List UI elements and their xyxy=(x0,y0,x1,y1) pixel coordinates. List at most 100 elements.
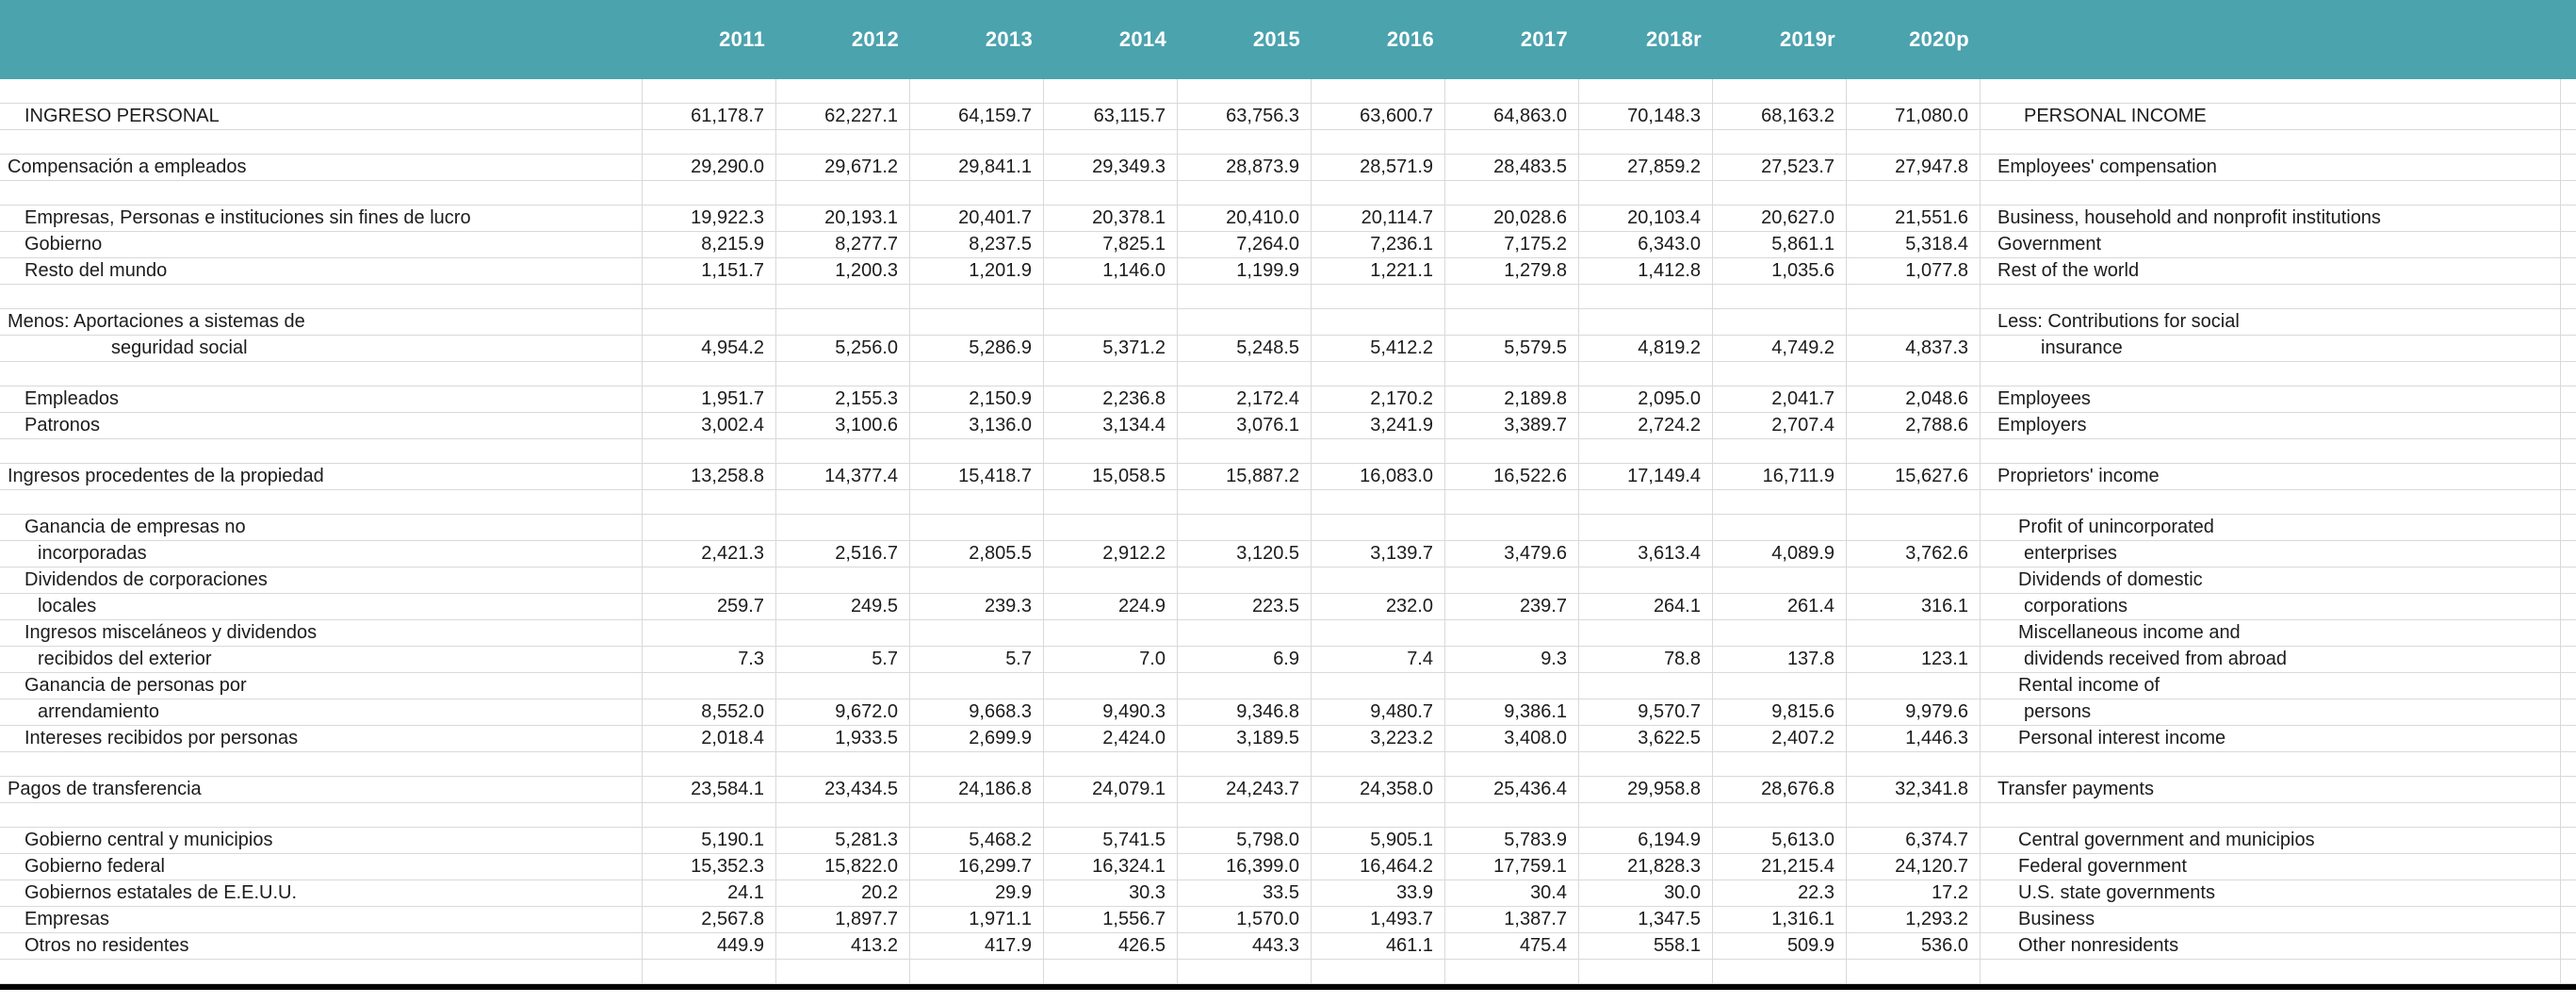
gutter-cell xyxy=(2561,594,2576,620)
value-cell xyxy=(776,515,910,541)
value-cell: 15,887.2 xyxy=(1178,464,1312,490)
value-cell xyxy=(910,181,1044,206)
value-cell xyxy=(1044,130,1178,155)
value-cell xyxy=(1445,567,1579,594)
value-cell xyxy=(1847,130,1981,155)
row-label-es xyxy=(0,803,643,828)
table-row: Dividendos de corporaciones Dividends of … xyxy=(0,567,2576,594)
value-cell xyxy=(1044,803,1178,828)
gutter-cell xyxy=(2561,439,2576,464)
value-cell: 14,377.4 xyxy=(776,464,910,490)
value-cell: 3,408.0 xyxy=(1445,726,1579,752)
value-cell: 5.7 xyxy=(776,647,910,673)
value-cell: 30.4 xyxy=(1445,880,1579,907)
value-cell: 24,120.7 xyxy=(1847,854,1981,880)
value-cell: 24,186.8 xyxy=(910,777,1044,803)
row-label-es xyxy=(0,439,643,464)
row-label-es: Otros no residentes xyxy=(0,933,643,960)
value-cell: 9,570.7 xyxy=(1579,699,1713,726)
value-cell: 5,190.1 xyxy=(643,828,776,854)
value-cell: 16,399.0 xyxy=(1178,854,1312,880)
value-cell xyxy=(776,362,910,386)
value-cell xyxy=(1579,803,1713,828)
value-cell xyxy=(776,130,910,155)
value-cell: 16,299.7 xyxy=(910,854,1044,880)
value-cell: 16,083.0 xyxy=(1312,464,1445,490)
value-cell: 61,178.7 xyxy=(643,104,776,130)
value-cell: 8,215.9 xyxy=(643,232,776,258)
table-row: Empresas, Personas e instituciones sin f… xyxy=(0,206,2576,232)
value-cell: 78.8 xyxy=(1579,647,1713,673)
year-header-2017: 2017 xyxy=(1520,27,1568,51)
value-cell xyxy=(1445,285,1579,309)
value-cell: 64,863.0 xyxy=(1445,104,1579,130)
value-cell xyxy=(1713,960,1847,984)
value-cell: 1,293.2 xyxy=(1847,907,1981,933)
value-cell xyxy=(776,285,910,309)
gutter-cell xyxy=(2561,752,2576,777)
value-cell: 29,671.2 xyxy=(776,155,910,181)
row-label-es xyxy=(0,130,643,155)
value-cell: 20,410.0 xyxy=(1178,206,1312,232)
value-cell: 5,798.0 xyxy=(1178,828,1312,854)
table-row: Gobierno 8,215.9 8,277.7 8,237.5 7,825.1 7,26… xyxy=(0,232,2576,258)
row-label-en xyxy=(1981,130,2561,155)
value-cell: 1,151.7 xyxy=(643,258,776,285)
table-row: Empresas 2,567.8 1,897.7 1,971.1 1,556.7 1,57… xyxy=(0,907,2576,933)
row-label-es xyxy=(0,752,643,777)
year-header-row: 2011 2012 2013 2014 2015 2016 2017 2018r 2019r 20… xyxy=(0,0,2576,79)
value-cell xyxy=(1579,79,1713,104)
value-cell xyxy=(1847,285,1981,309)
value-cell: 1,221.1 xyxy=(1312,258,1445,285)
value-cell: 3,120.5 xyxy=(1178,541,1312,567)
gutter-cell xyxy=(2561,515,2576,541)
value-cell: 4,837.3 xyxy=(1847,336,1981,362)
value-cell xyxy=(910,752,1044,777)
value-cell: 413.2 xyxy=(776,933,910,960)
value-cell: 17.2 xyxy=(1847,880,1981,907)
value-cell: 28,571.9 xyxy=(1312,155,1445,181)
value-cell xyxy=(643,960,776,984)
year-header-2020p: 2020p xyxy=(1909,27,1969,51)
value-cell: 33.5 xyxy=(1178,880,1312,907)
value-cell xyxy=(1847,490,1981,515)
value-cell: 27,947.8 xyxy=(1847,155,1981,181)
value-cell xyxy=(1847,620,1981,647)
row-label-en: dividends received from abroad xyxy=(1981,647,2561,673)
row-label-es: incorporadas xyxy=(0,541,643,567)
row-label-es: Ganancia de empresas no xyxy=(0,515,643,541)
value-cell: 2,407.2 xyxy=(1713,726,1847,752)
table-row: Gobiernos estatales de E.E.U.U. 24.1 20.2 2… xyxy=(0,880,2576,907)
value-cell: 23,434.5 xyxy=(776,777,910,803)
row-label-es: Ingresos procedentes de la propiedad xyxy=(0,464,643,490)
value-cell: 223.5 xyxy=(1178,594,1312,620)
value-cell: 3,479.6 xyxy=(1445,541,1579,567)
value-cell xyxy=(643,620,776,647)
year-header-2014: 2014 xyxy=(1118,27,1166,51)
value-cell: 1,971.1 xyxy=(910,907,1044,933)
value-cell xyxy=(1044,490,1178,515)
gutter-cell xyxy=(2561,960,2576,984)
row-label-en: corporations xyxy=(1981,594,2561,620)
gutter-cell xyxy=(2561,386,2576,413)
table-row: Ingresos misceláneos y dividendos Miscell… xyxy=(0,620,2576,647)
gutter-cell xyxy=(2561,907,2576,933)
value-cell: 3,622.5 xyxy=(1579,726,1713,752)
value-cell xyxy=(1847,309,1981,336)
value-cell: 3,139.7 xyxy=(1312,541,1445,567)
value-cell: 15,627.6 xyxy=(1847,464,1981,490)
row-label-es: Resto del mundo xyxy=(0,258,643,285)
value-cell xyxy=(1713,130,1847,155)
value-cell xyxy=(643,181,776,206)
value-cell xyxy=(1178,620,1312,647)
value-cell xyxy=(1847,752,1981,777)
value-cell xyxy=(776,309,910,336)
value-cell xyxy=(910,620,1044,647)
value-cell xyxy=(1579,285,1713,309)
value-cell: 449.9 xyxy=(643,933,776,960)
year-header-2011: 2011 xyxy=(719,27,765,51)
value-cell xyxy=(910,515,1044,541)
value-cell: 29,349.3 xyxy=(1044,155,1178,181)
value-cell: 5,281.3 xyxy=(776,828,910,854)
gutter-cell xyxy=(2561,336,2576,362)
